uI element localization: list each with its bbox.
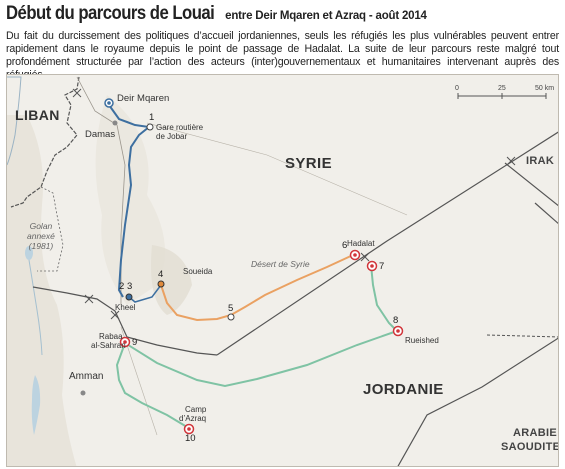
step-number-9: 9 (132, 337, 138, 348)
step-number-8: 8 (393, 315, 399, 326)
step-number-7: 7 (379, 261, 385, 272)
place-azraq-1: Camp (185, 405, 207, 414)
border-syria-jordan (32, 286, 218, 356)
route-rabaa-azraq (115, 342, 188, 428)
route-rueished-rabaa (124, 330, 398, 388)
place-azraq-2: d’Azraq (179, 414, 207, 423)
marker-deir-mqaren (104, 98, 114, 108)
place-hadalat: Hadalat (347, 239, 375, 248)
country-label-jordanie: JORDANIE (363, 381, 444, 398)
desert-label: Désert de Syrie (251, 259, 310, 269)
golan-line-1: Golan (29, 221, 53, 231)
crossing-irak (506, 156, 516, 166)
step-number-4: 4 (158, 269, 164, 280)
marker-soueida (157, 280, 165, 288)
border-jordan-saudi (397, 337, 558, 466)
step-number-2: 2 (119, 281, 125, 292)
step-number-1: 1 (149, 112, 155, 123)
crossing-kheel (110, 310, 120, 320)
country-label-liban: LIBAN (15, 107, 60, 123)
route-soueida (128, 284, 162, 303)
terrain-relief-2 (95, 95, 165, 305)
scale-label-0: 0 (455, 85, 459, 92)
golan-line-3: (1981) (28, 241, 54, 251)
map-svg (7, 76, 558, 466)
border-jordan-iraq (534, 202, 558, 225)
marker-amman (80, 390, 86, 396)
place-rueished: Rueished (405, 336, 439, 345)
road-east (146, 122, 408, 216)
place-amman: Amman (69, 371, 104, 382)
route-syria (108, 104, 152, 298)
marker-step-7 (366, 260, 378, 272)
marker-kheel (125, 293, 133, 301)
border-jordan-saudi-west (486, 334, 558, 338)
step-number-5: 5 (228, 303, 234, 314)
country-label-saoudite: SAOUDITE (501, 441, 559, 453)
marker-hadalat (349, 249, 361, 261)
route-hadalat-rueished (370, 264, 398, 332)
place-rabaa-2: al-Sahran (91, 341, 126, 350)
scale-label-50: 50 km (535, 85, 555, 92)
place-damas: Damas (85, 129, 116, 140)
map-title: Début du parcours de Louai (6, 3, 215, 24)
scale-bar (457, 93, 547, 99)
coastline (7, 76, 22, 166)
golan-label: Golan annexé (1981) (27, 221, 55, 251)
map-subtitle: entre Deir Mqaren et Azraq - août 2014 (225, 10, 427, 22)
place-rabaa-1: Rabaa (99, 332, 123, 341)
place-jobar-1: Gare routière (156, 123, 204, 132)
marker-jobar (146, 123, 154, 131)
lava-field (151, 245, 192, 315)
crossing-lebanon (72, 88, 82, 98)
road-jordan (120, 326, 158, 436)
terrain-relief (7, 115, 77, 466)
marker-damas (112, 120, 118, 126)
scale-label-25: 25 (498, 85, 506, 92)
crossing-jordan-west (84, 294, 94, 304)
border-syria-jordan-east (216, 131, 558, 356)
place-deir-mqaren: Deir Mqaren (117, 93, 170, 104)
step-number-3: 3 (127, 281, 133, 292)
map-panel: LIBAN SYRIE IRAK JORDANIE ARABIE SAOUDIT… (6, 74, 559, 467)
country-label-irak: IRAK (526, 155, 555, 167)
marker-rueished (392, 325, 404, 337)
step-number-10: 10 (185, 433, 196, 444)
jordan-river (28, 259, 43, 356)
country-label-syrie: SYRIE (285, 155, 333, 172)
lake-tiberias (25, 246, 33, 260)
road-damas-north (76, 76, 118, 126)
country-label-arabie: ARABIE (513, 427, 557, 439)
marker-rabaa (119, 336, 131, 348)
map-header: Début du parcours de Louai entre Deir Mq… (6, 4, 559, 82)
title-line: Début du parcours de Louai entre Deir Mq… (6, 4, 559, 26)
place-jobar-2: de Jobar (156, 132, 188, 141)
golan-line-2: annexé (27, 231, 55, 241)
marker-step-5 (227, 313, 235, 321)
place-kheel: Kheel (115, 303, 136, 312)
marker-azraq (183, 423, 195, 435)
step-number-6: 6 (342, 240, 348, 251)
dead-sea (31, 375, 41, 435)
crossing-hadalat (360, 252, 370, 262)
border-lebanon-syria (10, 76, 80, 208)
place-soueida: Soueida (183, 267, 213, 276)
border-syria-iraq (504, 162, 558, 207)
border-golan (37, 186, 64, 272)
